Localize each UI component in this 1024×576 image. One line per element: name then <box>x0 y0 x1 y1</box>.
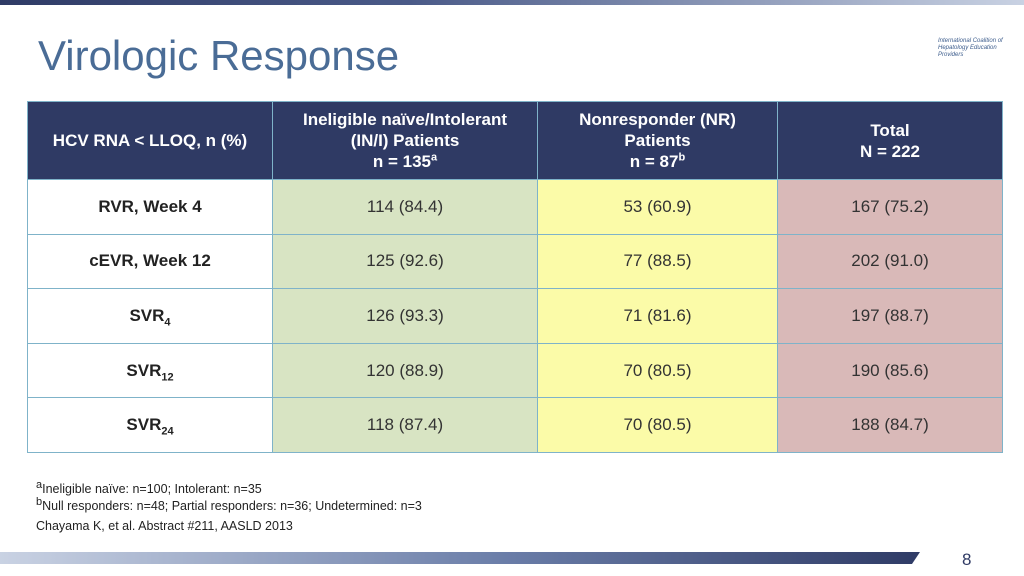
row-label: SVR4 <box>27 288 273 344</box>
header-nr-line2: Patients <box>624 131 691 150</box>
header-in-i-n: n = 135a <box>279 151 531 172</box>
cell-in-i: 126 (93.3) <box>272 288 538 344</box>
header-total-line2: N = 222 <box>859 141 920 161</box>
cell-in-i: 118 (87.4) <box>272 397 538 453</box>
footnote-b: bNull responders: n=48; Partial responde… <box>36 495 422 513</box>
table-row: RVR, Week 4 114 (84.4) 53 (60.9) 167 (75… <box>27 179 1003 235</box>
header-in-i-line1: Ineligible naïve/Intolerant <box>302 110 508 129</box>
cell-total: 202 (91.0) <box>777 233 1003 290</box>
cell-nr: 53 (60.9) <box>537 179 778 235</box>
row-label: RVR, Week 4 <box>27 179 273 235</box>
footnote-a-marker: a <box>431 151 438 164</box>
table-row: SVR24 118 (87.4) 70 (80.5) 188 (84.7) <box>27 397 1003 453</box>
header-nr-n-value: n = 87 <box>629 152 679 171</box>
page-number: 8 <box>962 550 972 569</box>
header-total: Total N = 222 <box>777 101 1003 180</box>
row-label: cEVR, Week 12 <box>27 233 273 290</box>
header-nr-patients: Nonresponder (NR) Patients n = 87b <box>537 101 778 180</box>
table-row: SVR4 126 (93.3) 71 (81.6) 197 (88.7) <box>27 288 1003 344</box>
footnote-b-marker: b <box>678 151 686 164</box>
header-in-i-n-value: n = 135 <box>372 152 431 171</box>
header-in-i-patients: Ineligible naïve/Intolerant (IN/I) Patie… <box>272 101 538 180</box>
citation: Chayama K, et al. Abstract #211, AASLD 2… <box>36 519 293 533</box>
footnote-a: aIneligible naïve: n=100; Intolerant: n=… <box>36 478 262 496</box>
cell-nr: 70 (80.5) <box>537 342 778 399</box>
top-accent-bar <box>0 0 1024 5</box>
slide-title: Virologic Response <box>38 32 400 79</box>
cell-in-i: 114 (84.4) <box>272 179 538 235</box>
footnotes: aIneligible naïve: n=100; Intolerant: n=… <box>36 478 422 515</box>
table-row: cEVR, Week 12 125 (92.6) 77 (88.5) 202 (… <box>27 233 1003 290</box>
cell-total: 167 (75.2) <box>777 179 1003 235</box>
logo-line-1: International Coalition of <box>938 38 1003 44</box>
cell-nr: 70 (80.5) <box>537 397 778 453</box>
table-header-row: HCV RNA < LLOQ, n (%) Ineligible naïve/I… <box>27 101 1003 180</box>
header-nr-line1: Nonresponder (NR) <box>579 110 736 129</box>
cell-nr: 71 (81.6) <box>537 288 778 344</box>
iche-logo: International Coalition of Hepatology Ed… <box>938 38 1018 59</box>
header-measure: HCV RNA < LLOQ, n (%) <box>27 101 273 180</box>
header-in-i-line2: (IN/I) Patients <box>350 131 460 150</box>
cell-total: 197 (88.7) <box>777 288 1003 344</box>
header-nr-n: n = 87b <box>544 151 771 172</box>
row-label: SVR24 <box>27 397 273 453</box>
cell-in-i: 120 (88.9) <box>272 342 538 399</box>
row-label: SVR12 <box>27 342 273 399</box>
cell-in-i: 125 (92.6) <box>272 233 538 290</box>
cell-total: 190 (85.6) <box>777 342 1003 399</box>
cell-total: 188 (84.7) <box>777 397 1003 453</box>
logo-line-2: Hepatology Education Providers <box>938 45 997 58</box>
header-total-line1: Total <box>870 120 910 140</box>
table-row: SVR12 120 (88.9) 70 (80.5) 190 (85.6) <box>27 342 1003 399</box>
cell-nr: 77 (88.5) <box>537 233 778 290</box>
bottom-accent-bar <box>0 552 920 564</box>
virologic-response-table: HCV RNA < LLOQ, n (%) Ineligible naïve/I… <box>27 101 1003 453</box>
